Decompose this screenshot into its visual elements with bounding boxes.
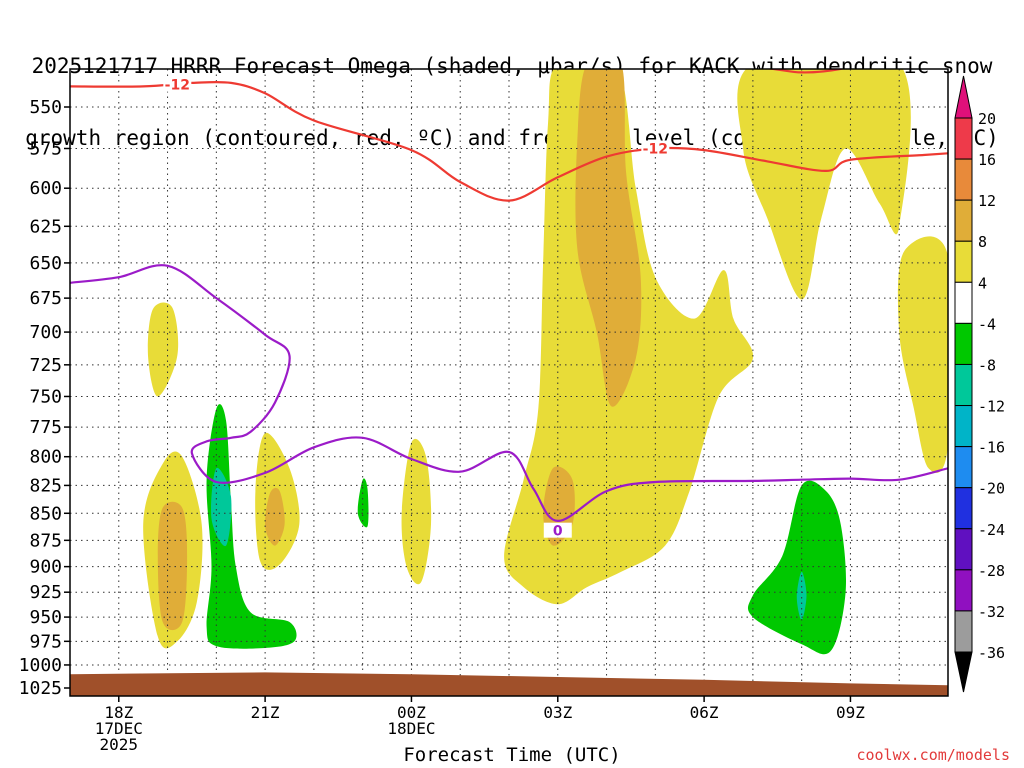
colorbar-swatch [954, 363, 973, 407]
omega-region-13 [357, 478, 369, 528]
x-tick-label: 06Z [690, 703, 719, 722]
freezing-level-line [70, 264, 948, 523]
omega-region-9 [264, 487, 285, 546]
omega-region-10 [401, 438, 432, 585]
plot-frame [69, 68, 949, 697]
y-tick-label: 550 [29, 97, 62, 118]
omega-region-11 [206, 404, 297, 649]
y-tick-label: 700 [29, 322, 62, 343]
colorbar-bottom-arrow [954, 651, 973, 693]
credit-link[interactable]: coolwx.com/models [856, 746, 1010, 764]
omega-region-3 [737, 69, 911, 300]
x-tick-label: 18DEC [387, 719, 435, 738]
y-tick-label: 800 [29, 447, 62, 468]
colorbar-label: -28 [978, 562, 1005, 580]
y-tick-label: 1025 [19, 678, 62, 699]
colorbar-swatch [954, 528, 973, 571]
colorbar-label: -36 [978, 644, 1005, 662]
colorbar-label: -20 [978, 480, 1005, 498]
colorbar-label: 12 [978, 192, 996, 210]
y-tick-label: 900 [29, 557, 62, 578]
x-tick-label: 17DEC [95, 719, 143, 738]
y-tick-label: 850 [29, 503, 62, 524]
surface-terrain [70, 672, 948, 696]
dgz-contour-label-left: -12 [165, 78, 190, 94]
omega-region-15 [796, 571, 807, 621]
y-tick-label: 775 [29, 417, 62, 438]
x-tick-label: 09Z [836, 703, 865, 722]
colorbar-label: -4 [978, 315, 996, 333]
x-tick-label: 2025 [100, 735, 139, 754]
colorbar-swatch [954, 322, 973, 365]
colorbar-top-arrow [954, 75, 973, 119]
colorbar-swatch [954, 281, 973, 324]
y-tick-label: 1000 [19, 655, 62, 676]
colorbar-label: 8 [978, 233, 987, 251]
y-tick-label: 650 [29, 253, 62, 274]
colorbar-swatch [954, 487, 973, 530]
dgz-contour-line [70, 80, 948, 202]
colorbar-swatch [954, 405, 973, 448]
colorbar-label: -32 [978, 603, 1005, 621]
y-tick-label: 875 [29, 530, 62, 551]
colorbar-swatch [954, 569, 973, 612]
y-tick-label: 750 [29, 386, 62, 407]
dgz-contour-label-left-bg [163, 76, 192, 92]
colorbar-label: -24 [978, 521, 1005, 539]
surface-layer [70, 672, 948, 696]
y-tick-label: 675 [29, 288, 62, 309]
y-axis: 550 575 600 625 650 675 700 725 750 775 800 825 850 8… [19, 97, 70, 699]
y-tick-label: 625 [29, 216, 62, 237]
colorbar-label: -8 [978, 356, 996, 374]
colorbar-label: -16 [978, 439, 1005, 457]
colorbar-label: 4 [978, 274, 987, 292]
freezing-level-label: 0 [553, 524, 563, 540]
freezing-level-label-bg [543, 522, 572, 538]
colorbar-swatch [954, 158, 973, 201]
x-axis-title: Forecast Time (UTC) [403, 744, 621, 766]
x-tick-label: 18Z [104, 703, 133, 722]
y-tick-label: 950 [29, 607, 62, 628]
colorbar-label: 20 [978, 110, 996, 128]
y-tick-label: 825 [29, 475, 62, 496]
y-tick-label: 725 [29, 355, 62, 376]
x-tick-label: 03Z [543, 703, 572, 722]
dgz-contour-label-right-bg [641, 140, 670, 156]
dgz-contour-label-right: -12 [643, 141, 668, 157]
omega-shading-layer [143, 69, 948, 655]
omega-region-5 [147, 302, 179, 397]
dgz-contour-line-upper [764, 69, 845, 74]
colorbar-swatch [954, 610, 973, 653]
omega-region-7 [157, 501, 188, 631]
colorbar-swatch [954, 446, 973, 489]
y-tick-label: 575 [29, 138, 62, 159]
colorbar-swatch [954, 240, 973, 283]
colorbar-swatch [954, 117, 973, 160]
colorbar-label: -12 [978, 398, 1005, 416]
y-tick-label: 600 [29, 178, 62, 199]
grid-layer [70, 69, 948, 696]
y-tick-label: 975 [29, 631, 62, 652]
colorbar-label: 16 [978, 151, 996, 169]
x-tick-label: 00Z [397, 703, 426, 722]
y-tick-label: 925 [29, 582, 62, 603]
omega-region-14 [747, 480, 847, 655]
x-tick-label: 21Z [251, 703, 280, 722]
omega-region-4 [897, 236, 948, 473]
colorbar: 20 16 12 8 4 -4 -8 -12 -16 -20 -24 -28 -32 -36 [954, 75, 1005, 693]
colorbar-swatch [954, 199, 973, 242]
contour-lines-layer: -12 -12 0 [70, 69, 948, 540]
